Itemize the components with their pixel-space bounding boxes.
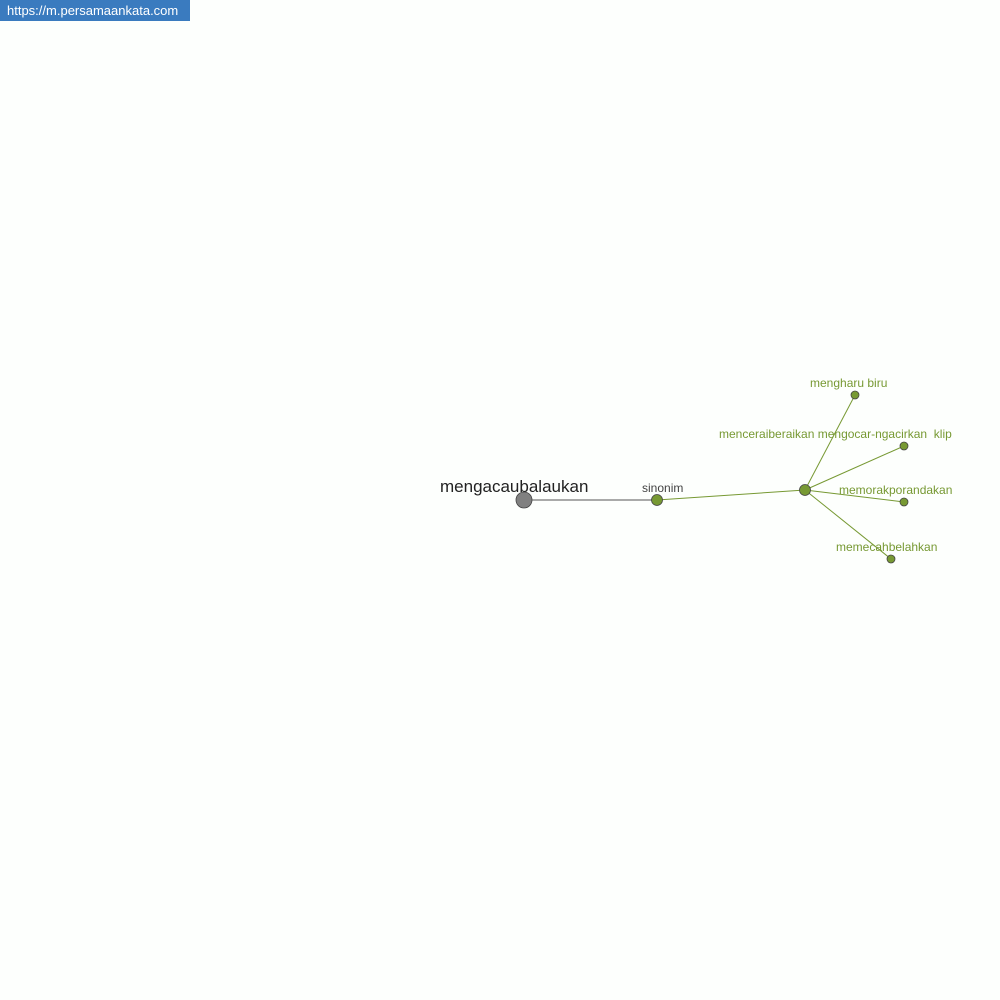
word-node[interactable] (886, 554, 896, 564)
root-label[interactable]: mengacaubalaukan (440, 477, 588, 496)
relation-node[interactable] (651, 494, 663, 506)
edge-relation-hub (656, 489, 806, 501)
word-node[interactable] (850, 390, 860, 400)
root-node[interactable] (515, 491, 533, 509)
edge-hub-word (804, 489, 905, 503)
word-node[interactable] (899, 441, 909, 451)
site-url-badge[interactable]: https://m.persamaankata.com (0, 0, 190, 21)
word-node[interactable] (899, 497, 909, 507)
edge-hub-word (804, 445, 905, 491)
word-label[interactable]: mengharu biru (810, 376, 887, 390)
edge-hub-word (804, 394, 856, 491)
word-label[interactable]: menceraiberaikan mengocar-ngacirkan klip (719, 427, 952, 441)
word-label[interactable]: memorakporandakan (839, 483, 952, 497)
edge-hub-word (804, 489, 892, 560)
hub-node[interactable] (799, 484, 811, 496)
word-label[interactable]: memecahbelahkan (836, 540, 937, 554)
relation-label[interactable]: sinonim (642, 481, 683, 495)
